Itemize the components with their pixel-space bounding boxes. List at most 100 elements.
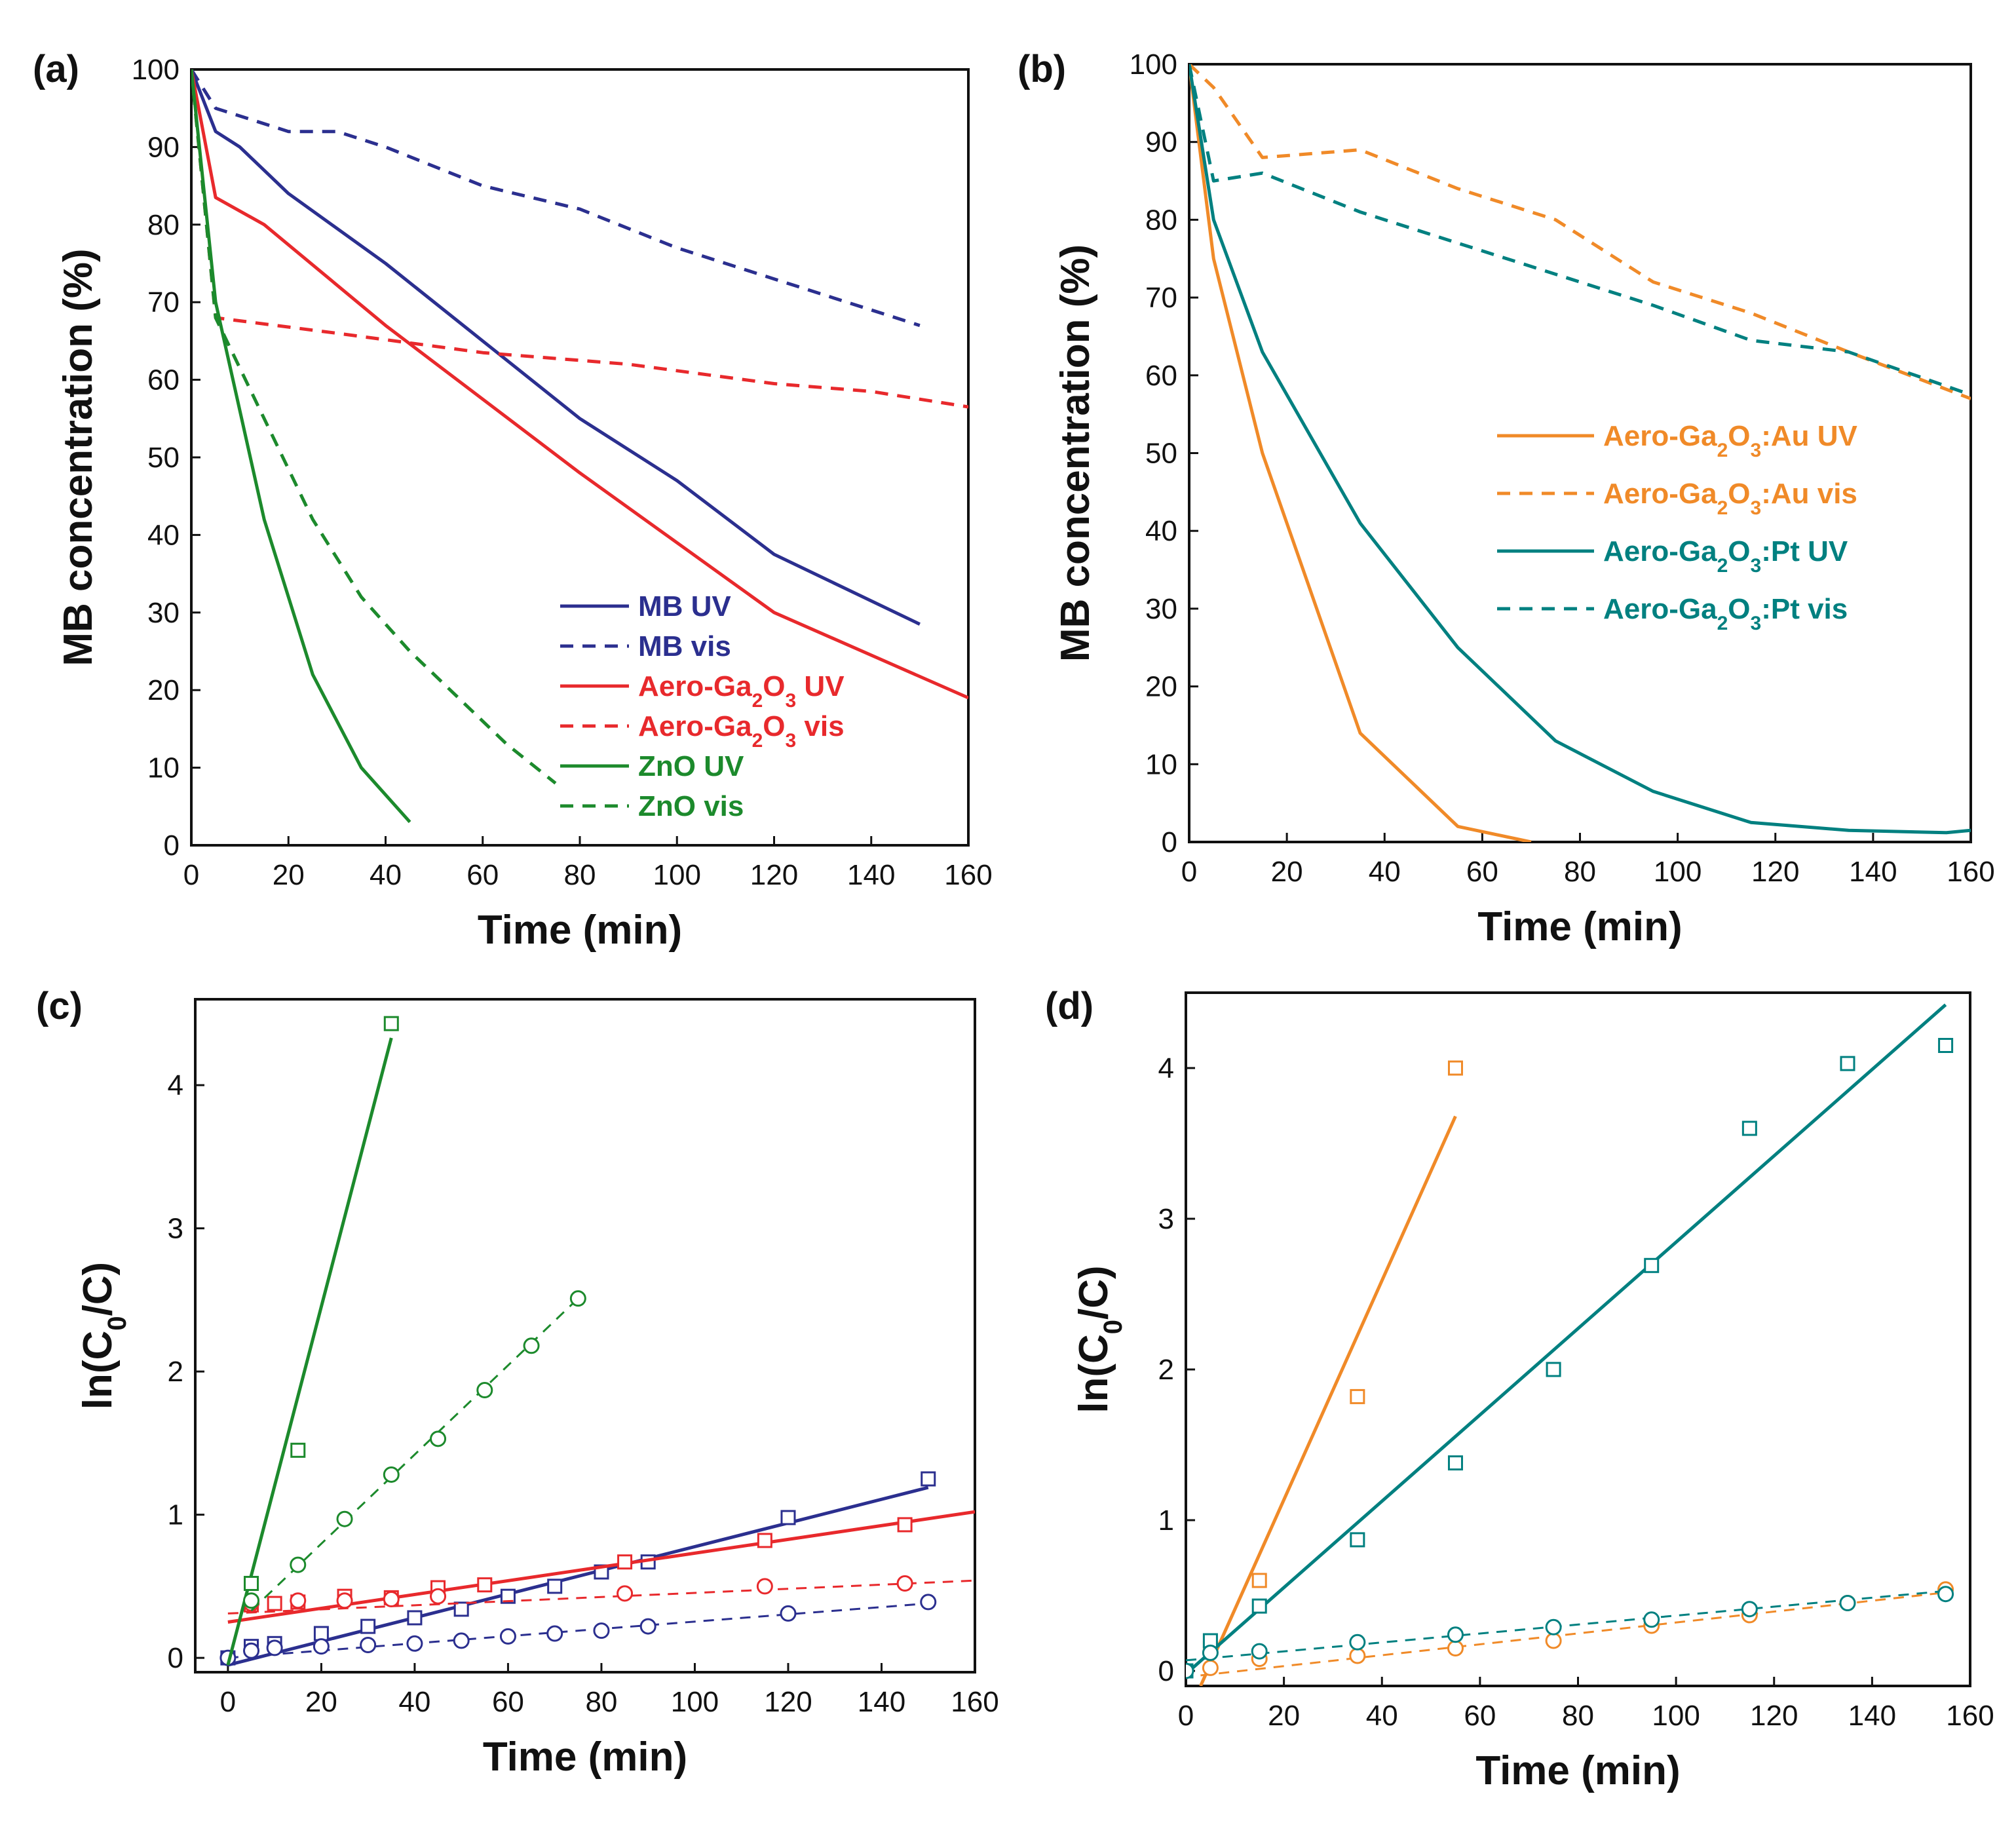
data-point-mb-uv (313, 1626, 329, 1641)
data-point-aero-ga2o3-pt-vis (1937, 1586, 1954, 1603)
data-point-mb-vis (593, 1622, 610, 1639)
fit-line-aero-ga2o3-au-uv (1199, 1115, 1457, 1686)
data-point-aero-ga2o3-pt-vis (1349, 1634, 1366, 1651)
fit-line-aero-ga2o3-uv (227, 1510, 975, 1624)
data-point-zno-vis (243, 1592, 260, 1609)
data-point-mb-vis (639, 1618, 656, 1635)
fit-line-aero-ga2o3-au-vis (1200, 1591, 1946, 1677)
series-line-zno-vis (191, 69, 557, 785)
data-point-mb-vis (313, 1638, 330, 1655)
data-point-mb-vis (546, 1625, 563, 1642)
data-point-mb-vis (920, 1594, 937, 1611)
y-tick-label: 50 (1145, 438, 1177, 470)
data-point-aero-ga2o3-pt-uv (1251, 1598, 1267, 1614)
x-tick-label: 40 (1366, 1700, 1398, 1732)
data-point-aero-ga2o3-pt-uv (1938, 1038, 1954, 1053)
x-tick-label: 0 (1181, 856, 1197, 888)
legend-entry: ZnO UV (638, 750, 744, 782)
x-tick-label: 100 (653, 859, 701, 891)
data-point-zno-vis (290, 1556, 307, 1573)
data-point-zno-vis (523, 1337, 540, 1354)
series-line-aero-ga2o3-pt-vis (1189, 64, 1971, 396)
legend-entry: Aero-Ga2O3:Au UV (1603, 420, 1858, 461)
data-point-aero-ga2o3-pt-vis (1251, 1643, 1268, 1660)
x-tick-label: 60 (492, 1686, 524, 1718)
panel-label-c: (c) (36, 985, 83, 1027)
y-tick-label: 100 (1130, 48, 1177, 81)
panel-c: (c) 0 20 40 60 80 100 120 140 160 0 1 2 3 4 Time (min) l… (36, 985, 999, 1780)
data-point-mb-vis (243, 1642, 260, 1659)
data-point-mb-vis (780, 1605, 797, 1622)
data-point-aero-ga2o3-au-vis (1202, 1659, 1219, 1676)
legend-entry: Aero-Ga2O3:Au vis (1603, 478, 1857, 519)
y-tick-label: 60 (1145, 360, 1177, 392)
y-tick-label: 4 (1158, 1052, 1174, 1084)
y-tick-label: 100 (132, 54, 180, 86)
data-point-zno-vis (383, 1466, 400, 1483)
data-point-aero-ga2o3-uv (267, 1596, 282, 1611)
data-point-mb-uv (780, 1510, 796, 1525)
y-tick-label: 90 (1145, 126, 1177, 159)
x-tick-label: 160 (951, 1686, 998, 1718)
x-tick-label: 140 (1848, 1700, 1896, 1732)
x-tick-label: 60 (1464, 1700, 1496, 1732)
data-point-aero-ga2o3-pt-uv (1644, 1257, 1660, 1273)
y-tick-label: 4 (168, 1069, 183, 1101)
data-point-mb-vis (360, 1636, 377, 1653)
fit-line-aero-ga2o3-pt-vis (1186, 1590, 1946, 1662)
data-point-mb-uv (547, 1578, 563, 1594)
data-point-aero-ga2o3-au-uv (1447, 1060, 1463, 1076)
x-axis-title-b: Time (min) (1477, 904, 1682, 949)
data-point-aero-ga2o3-au-vis (1349, 1647, 1366, 1664)
x-tick-label: 100 (1654, 856, 1702, 888)
y-tick-label: 0 (1158, 1655, 1174, 1687)
data-point-aero-ga2o3-pt-uv (1447, 1455, 1463, 1471)
y-tick-label: 60 (147, 364, 180, 396)
panel-d: (d) 0 20 40 60 80 100 120 140 160 0 1 2 3 4 Time (min) l… (1045, 985, 1994, 1793)
data-point-aero-ga2o3-au-uv (1251, 1573, 1267, 1588)
y-tick-label: 50 (147, 442, 180, 474)
data-point-aero-ga2o3-vis (430, 1588, 447, 1605)
y-tick-label: 0 (168, 1642, 183, 1674)
y-tick-label: 70 (1145, 282, 1177, 314)
fit-line-mb-uv (227, 1485, 929, 1667)
panel-label-b: (b) (1018, 48, 1066, 90)
y-tick-label: 10 (1145, 748, 1177, 780)
data-point-aero-ga2o3-pt-uv (1350, 1532, 1365, 1548)
x-tick-label: 80 (1564, 856, 1596, 888)
y-tick-label: 3 (1158, 1203, 1174, 1235)
data-point-aero-ga2o3-pt-uv (1546, 1362, 1561, 1377)
y-tick-label: 1 (1158, 1504, 1174, 1537)
data-point-aero-ga2o3-au-vis (1545, 1632, 1562, 1649)
x-axis-title-c: Time (min) (483, 1734, 687, 1780)
data-point-aero-ga2o3-uv (617, 1554, 633, 1570)
y-tick-label: 2 (168, 1356, 183, 1388)
x-tick-label: 100 (671, 1686, 719, 1718)
y-tick-label: 90 (147, 131, 180, 163)
data-point-mb-vis (453, 1632, 470, 1649)
data-point-aero-ga2o3-pt-uv (1741, 1120, 1757, 1136)
legend-entry: Aero-Ga2O3:Pt UV (1603, 535, 1848, 577)
data-point-zno-uv (383, 1016, 399, 1031)
plot-area-d (1186, 1003, 1954, 1686)
data-point-mb-uv (500, 1588, 516, 1604)
panel-label-a: (a) (33, 48, 79, 90)
y-tick-label: 40 (1145, 515, 1177, 547)
fit-line-aero-ga2o3-pt-uv (1186, 1003, 1947, 1675)
x-tick-label: 0 (183, 859, 199, 891)
data-point-mb-uv (407, 1610, 423, 1626)
y-tick-label: 0 (1162, 826, 1177, 858)
y-tick-label: 10 (147, 752, 180, 784)
x-tick-label: 80 (564, 859, 596, 891)
panel-b: (b) 0 20 40 60 80 100 120 140 160 0 10 20 30 40 50 60 70 8… (1018, 48, 1995, 949)
data-point-zno-vis (430, 1430, 447, 1447)
panel-a: (a) 0 20 40 60 80 100 120 140 160 0 10 20 30 40 50 60 70 8… (33, 48, 993, 953)
y-tick-label: 3 (168, 1213, 183, 1245)
plot-frame-b (1188, 63, 1972, 843)
y-tick-label: 30 (1145, 593, 1177, 625)
data-point-aero-ga2o3-pt-vis (1447, 1626, 1464, 1643)
y-tick-label: 80 (147, 209, 180, 241)
data-point-aero-ga2o3-pt-vis (1741, 1601, 1758, 1618)
x-tick-label: 120 (750, 859, 798, 891)
